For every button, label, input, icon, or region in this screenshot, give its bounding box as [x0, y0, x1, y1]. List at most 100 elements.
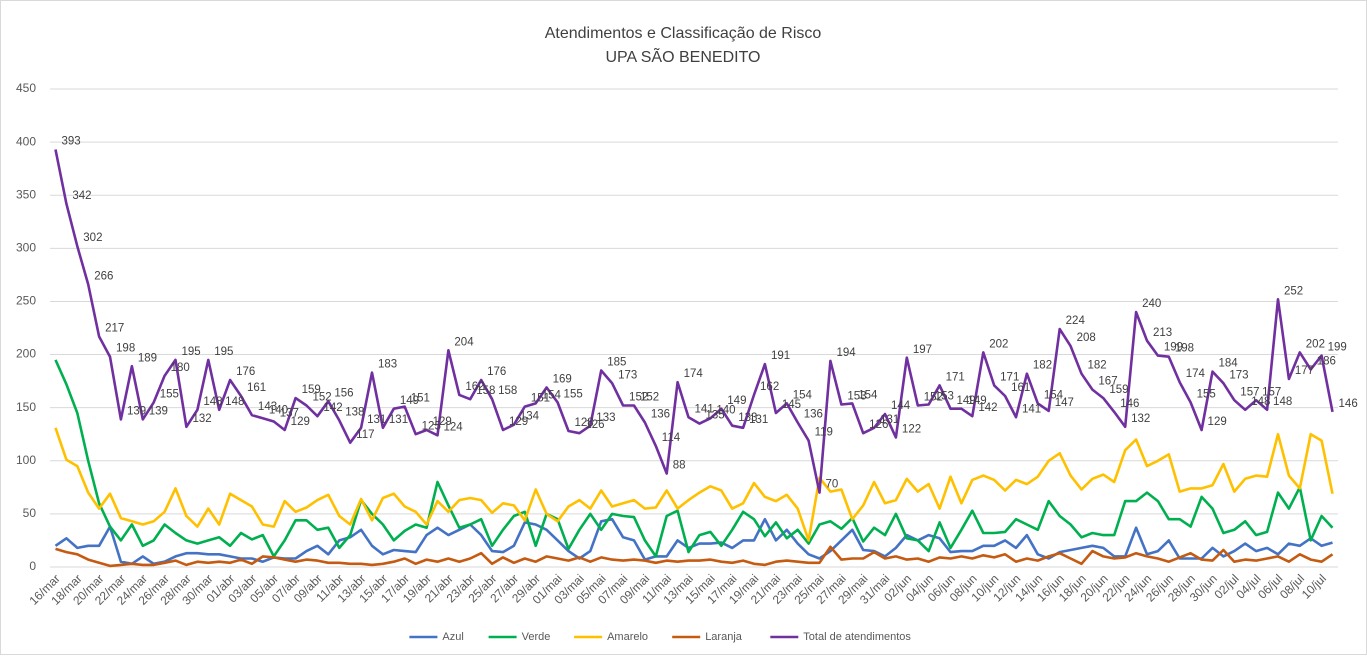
data-label: 155	[160, 388, 179, 400]
chart-subtitle: UPA SÃO BENEDITO	[605, 46, 760, 66]
data-label: 199	[1164, 342, 1183, 354]
data-label: 152	[629, 392, 648, 404]
data-label: 162	[465, 381, 484, 393]
data-label: 122	[902, 423, 921, 435]
data-label: 151	[411, 393, 430, 405]
y-tick-label: 100	[16, 453, 36, 467]
data-label: 146	[1339, 398, 1358, 410]
data-label: 129	[433, 416, 452, 428]
data-label: 158	[476, 385, 495, 397]
data-label: 125	[422, 420, 441, 432]
data-label: 174	[1186, 368, 1206, 380]
series-line	[55, 545, 1334, 568]
legend-label: Total de atendimentos	[803, 631, 911, 643]
data-label: 117	[356, 429, 374, 441]
data-label: 177	[1295, 365, 1314, 377]
data-label: 204	[454, 336, 474, 348]
data-label: 154	[1044, 389, 1064, 401]
data-label: 198	[1175, 343, 1194, 355]
data-label: 199	[1328, 342, 1347, 354]
data-label: 148	[1273, 396, 1292, 408]
data-label: 169	[553, 374, 572, 386]
data-label: 152	[640, 392, 659, 404]
data-label: 145	[782, 399, 801, 411]
data-label: 149	[967, 395, 986, 407]
data-label: 197	[913, 344, 932, 356]
data-label: 184	[1218, 358, 1238, 370]
data-label: 154	[793, 389, 813, 401]
y-tick-label: 450	[16, 81, 36, 95]
y-tick-label: 50	[23, 506, 37, 520]
data-label: 162	[760, 381, 779, 393]
data-label: 128	[574, 417, 593, 429]
data-label: 146	[1120, 398, 1139, 410]
data-label: 131	[880, 414, 899, 426]
data-label: 132	[1131, 413, 1150, 425]
data-label: 140	[269, 404, 288, 416]
data-label: 176	[487, 366, 506, 378]
data-label: 174	[684, 368, 704, 380]
data-label: 133	[738, 412, 757, 424]
data-label: 124	[443, 421, 463, 433]
data-label: 208	[1077, 332, 1096, 344]
data-label: 136	[804, 409, 823, 421]
data-label: 183	[378, 359, 397, 371]
data-label: 149	[727, 395, 746, 407]
data-label: 152	[313, 392, 332, 404]
data-label: 119	[815, 427, 833, 439]
data-label: 88	[673, 460, 686, 472]
series-line	[54, 359, 1334, 558]
data-label: 202	[989, 338, 1008, 350]
data-label: 138	[345, 406, 364, 418]
series-line	[54, 149, 1334, 494]
data-label: 153	[935, 391, 954, 403]
data-label: 195	[214, 346, 233, 358]
data-label: 126	[585, 419, 604, 431]
data-label: 161	[247, 382, 266, 394]
data-label: 266	[94, 270, 113, 282]
data-label: 157	[1262, 386, 1281, 398]
data-label: 159	[302, 384, 321, 396]
data-label: 182	[1033, 360, 1052, 372]
data-label: 149	[957, 395, 976, 407]
data-label: 142	[323, 402, 342, 414]
y-tick-label: 250	[16, 294, 36, 308]
data-label: 198	[116, 343, 135, 355]
data-label: 155	[564, 388, 583, 400]
y-tick-label: 0	[29, 559, 36, 573]
data-label: 202	[1306, 338, 1325, 350]
data-label: 173	[1229, 369, 1248, 381]
data-label: 157	[1240, 386, 1259, 398]
data-label: 171	[1000, 371, 1019, 383]
data-label: 131	[749, 414, 768, 426]
data-label: 152	[924, 392, 943, 404]
data-label: 151	[531, 393, 550, 405]
lines	[54, 149, 1334, 568]
y-tick-label: 200	[16, 347, 36, 361]
data-label: 114	[662, 432, 681, 444]
data-label: 194	[836, 347, 856, 359]
data-label: 141	[695, 403, 714, 415]
data-label: 393	[61, 136, 80, 148]
data-label: 134	[520, 411, 540, 423]
data-label: 158	[498, 385, 517, 397]
data-label: 167	[1098, 376, 1117, 388]
data-label: 148	[1251, 396, 1270, 408]
data-label: 131	[389, 414, 408, 426]
labels: 393 342 302 266 217 198 139 189 139 155 180 195 132 1…	[61, 136, 1357, 643]
data-label: 137	[280, 408, 299, 420]
data-label: 153	[847, 391, 866, 403]
data-label: 70	[826, 479, 839, 491]
data-label: 180	[171, 362, 190, 374]
data-label: 195	[182, 346, 201, 358]
data-label: 143	[258, 401, 277, 413]
legend-label: Laranja	[705, 631, 743, 643]
data-label: 135	[705, 410, 724, 422]
data-label: 156	[334, 387, 353, 399]
data-label: 148	[203, 396, 222, 408]
data-label: 140	[716, 404, 735, 416]
data-label: 171	[946, 371, 965, 383]
data-label: 131	[367, 414, 386, 426]
y-tick-label: 350	[16, 187, 36, 201]
